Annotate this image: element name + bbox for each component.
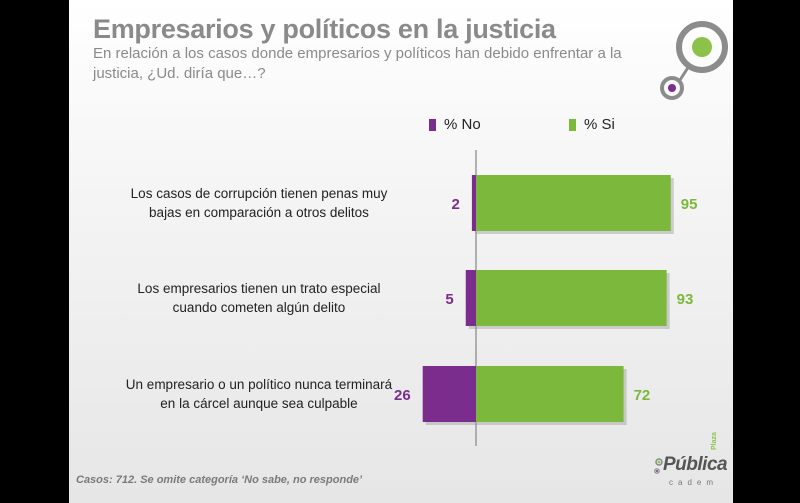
category-label-line: Un empresario o un político nunca termin… bbox=[125, 377, 393, 392]
value-label-no: 2 bbox=[452, 196, 460, 213]
value-label-si: 93 bbox=[677, 291, 694, 308]
category-label-line: cuando cometen algún delito bbox=[172, 300, 346, 315]
chart-legend: % No % Si bbox=[429, 116, 689, 136]
legend-label-si: % Si bbox=[584, 116, 615, 133]
brand-logo: Pública Plaza cadem bbox=[653, 432, 733, 498]
value-label-si: 72 bbox=[634, 387, 651, 404]
category-label-line: en la cárcel aunque sea culpable bbox=[160, 396, 358, 411]
brand-prefix: Plaza bbox=[711, 432, 718, 450]
legend-item-si: % Si bbox=[569, 116, 615, 133]
bar-si bbox=[476, 270, 667, 326]
brand-name: Pública bbox=[663, 454, 728, 475]
category-label: Un empresario o un político nunca termin… bbox=[99, 375, 419, 413]
legend-item-no: % No bbox=[429, 116, 481, 133]
legend-swatch-no bbox=[429, 118, 436, 131]
legend-label-no: % No bbox=[444, 116, 481, 133]
footnote: Casos: 712. Se omite categoría ‘No sabe,… bbox=[76, 474, 363, 486]
brand-dots-icon bbox=[654, 458, 663, 474]
value-label-no: 5 bbox=[445, 291, 453, 308]
chart-title: Empresarios y políticos en la justicia bbox=[93, 14, 556, 44]
value-label-no: 26 bbox=[394, 387, 411, 404]
chart-subtitle: En relación a los casos donde empresario… bbox=[93, 45, 622, 82]
bar-si bbox=[476, 366, 624, 422]
legend-swatch-si bbox=[569, 118, 576, 131]
slide: Empresarios y políticos en la justicia E… bbox=[69, 0, 733, 503]
rings-logo-icon bbox=[660, 21, 728, 100]
bar-no bbox=[465, 270, 476, 326]
bar-chart-svg: 2 95 5 93 26 72 bbox=[394, 150, 698, 446]
category-label: Los casos de corrupción tienen penas muy… bbox=[99, 184, 419, 222]
category-label-line: Los casos de corrupción tienen penas muy bbox=[130, 186, 388, 201]
bar-no bbox=[422, 366, 476, 422]
category-label-line: Los empresarios tienen un trato especial bbox=[137, 281, 381, 296]
bar-no bbox=[471, 175, 476, 231]
category-label: Los empresarios tienen un trato especial… bbox=[99, 279, 419, 317]
bar-chart: 2 95 5 93 26 72 Los casos de corrupción tiene… bbox=[69, 146, 733, 456]
value-label-si: 95 bbox=[681, 196, 698, 213]
category-label-line: bajas en comparación a otros delitos bbox=[149, 205, 369, 220]
brand-sub: cadem bbox=[669, 478, 719, 487]
bar-si bbox=[476, 175, 671, 231]
